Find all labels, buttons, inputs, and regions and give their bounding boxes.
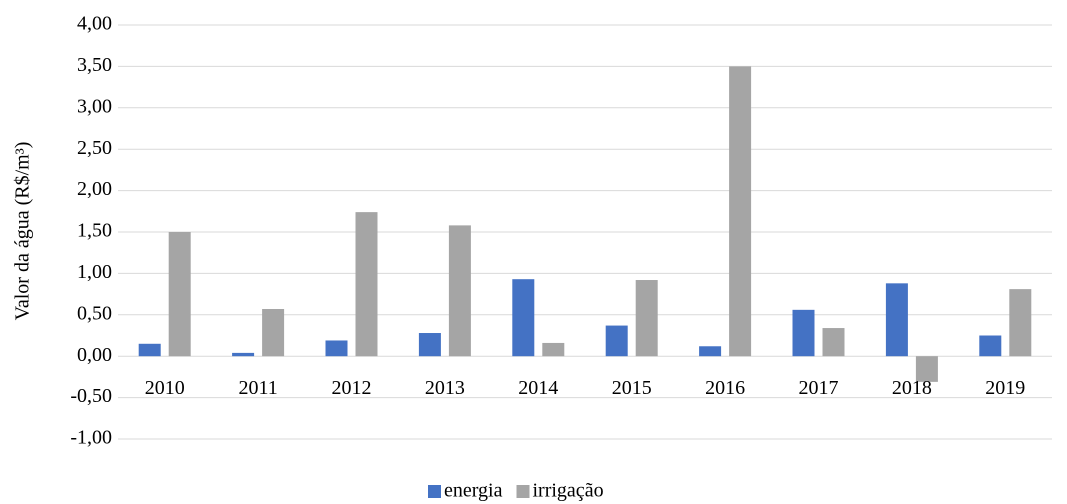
bar <box>355 212 378 357</box>
x-tick-label: 2019 <box>985 377 1025 399</box>
bar <box>262 309 285 357</box>
bar <box>232 352 255 357</box>
legend-swatch <box>428 485 441 498</box>
bar <box>885 283 908 357</box>
bar <box>1009 289 1032 357</box>
bar <box>542 342 565 357</box>
bar <box>448 225 471 357</box>
bar <box>915 356 938 382</box>
y-tick-label: 0,00 <box>77 344 112 366</box>
bar <box>792 309 815 357</box>
bar <box>138 343 161 357</box>
x-tick-label: 2012 <box>332 377 372 399</box>
bar <box>512 279 535 357</box>
x-tick-label: 2013 <box>425 377 465 399</box>
bar <box>418 333 441 357</box>
x-tick-label: 2011 <box>238 377 277 399</box>
y-tick-label: -0,50 <box>70 385 112 407</box>
y-tick-label: -1,00 <box>70 427 112 449</box>
x-tick-label: 2018 <box>892 377 932 399</box>
bar <box>635 280 658 357</box>
y-tick-label: 3,50 <box>77 54 112 76</box>
y-tick-label: 0,50 <box>77 302 112 324</box>
x-tick-label: 2010 <box>145 377 185 399</box>
x-tick-label: 2014 <box>518 377 558 399</box>
x-tick-label: 2017 <box>799 377 839 399</box>
x-tick-label: 2015 <box>612 377 652 399</box>
y-tick-label: 1,50 <box>77 220 112 242</box>
bar <box>729 66 752 357</box>
y-tick-label: 1,00 <box>77 261 112 283</box>
legend-label: irrigação <box>533 480 604 502</box>
y-tick-label: 3,00 <box>77 95 112 117</box>
legend-label: energia <box>444 480 503 502</box>
bar <box>979 335 1002 357</box>
bar <box>605 325 628 357</box>
bar <box>699 346 722 357</box>
bar <box>325 340 348 357</box>
bar <box>168 232 191 357</box>
legend-swatch <box>516 485 530 498</box>
y-tick-label: 2,00 <box>77 178 112 200</box>
y-tick-label: 2,50 <box>77 137 112 159</box>
y-axis-label: Valor da água (R$/m³) <box>12 142 34 321</box>
x-tick-label: 2016 <box>705 377 745 399</box>
y-tick-label: 4,00 <box>77 13 112 35</box>
bar <box>822 328 845 357</box>
